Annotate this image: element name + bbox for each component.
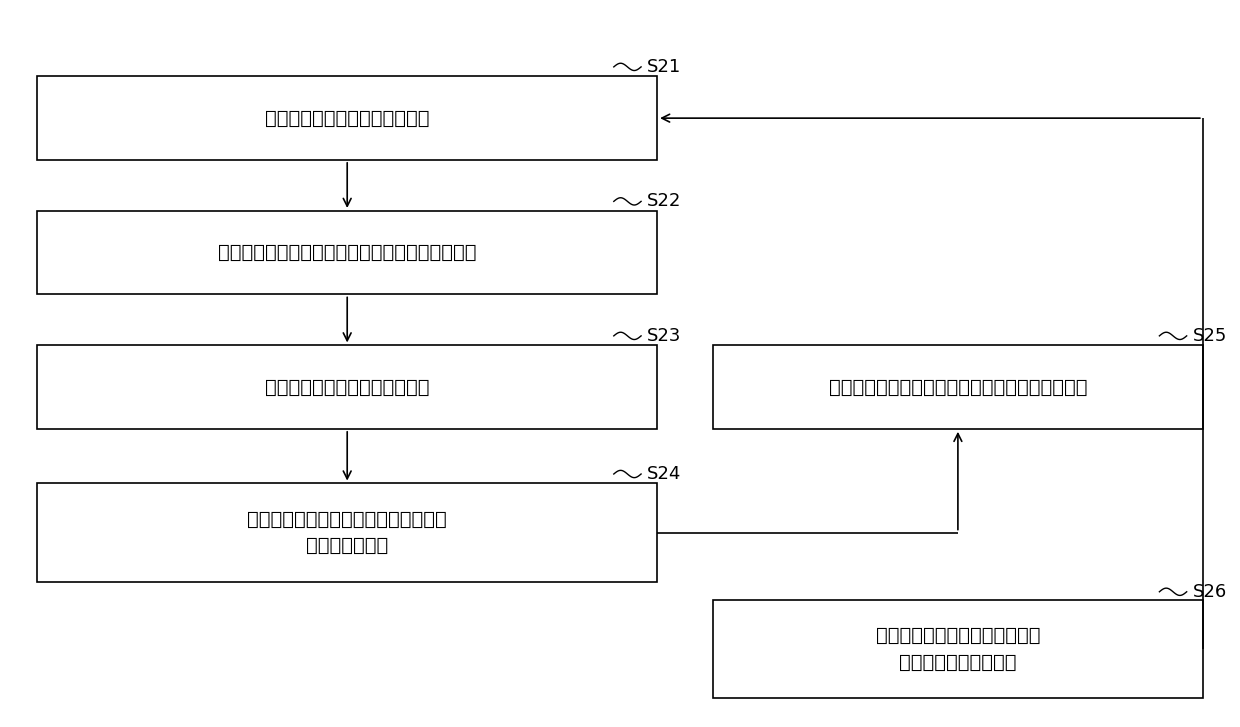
Text: S26: S26 (1193, 583, 1228, 601)
Text: 采集控制器对特定离子检测传感器的第一检测电流: 采集控制器对特定离子检测传感器的第一检测电流 (218, 243, 476, 262)
Text: S23: S23 (647, 327, 682, 345)
Bar (37, 483, 657, 582)
Text: 以预设周期循环，且间隔地输出充电指令放电指令: 以预设周期循环，且间隔地输出充电指令放电指令 (828, 377, 1087, 397)
Text: S24: S24 (647, 465, 682, 483)
Text: S22: S22 (647, 193, 682, 210)
Text: 输出针对所述控制器的充电指令: 输出针对所述控制器的充电指令 (265, 108, 429, 128)
Bar (37, 211, 657, 294)
Text: 采集所述控制器对特定离子检测传感器
的第二检测电流: 采集所述控制器对特定离子检测传感器 的第二检测电流 (247, 510, 448, 555)
Bar (37, 76, 657, 160)
Text: S25: S25 (1193, 327, 1228, 345)
Text: 分析特定离子检测传感器所吸附
的特定离子的浓度信息: 分析特定离子检测传感器所吸附 的特定离子的浓度信息 (875, 626, 1040, 672)
Bar (37, 345, 657, 429)
Text: 输出针对所述控制器的放电指令: 输出针对所述控制器的放电指令 (265, 377, 429, 397)
Bar (713, 600, 1203, 698)
Bar (713, 345, 1203, 429)
Text: S21: S21 (647, 58, 682, 76)
